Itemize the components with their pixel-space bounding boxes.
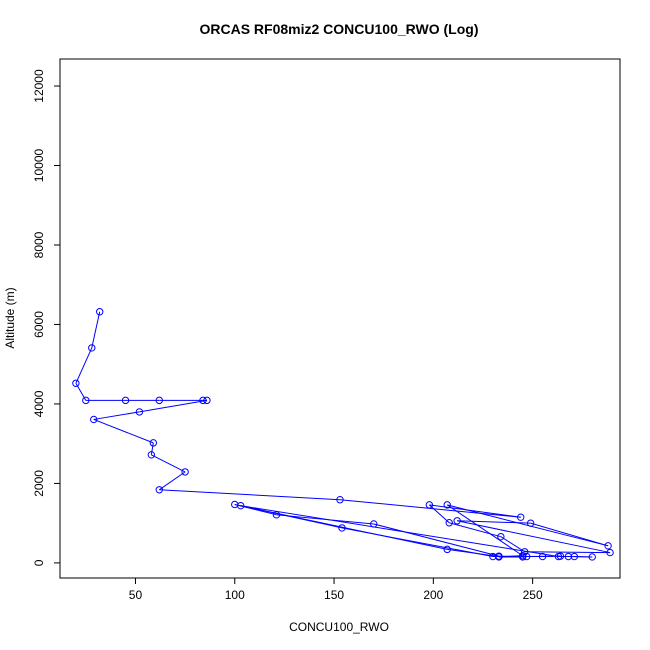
y-tick-label: 0 <box>32 559 46 566</box>
data-point <box>517 513 525 521</box>
data-point <box>181 468 189 476</box>
data-point <box>445 519 453 527</box>
data-point <box>237 501 245 510</box>
data-point <box>336 496 344 504</box>
series-line-segment <box>240 505 343 529</box>
series-line-segment <box>524 551 611 554</box>
data-point <box>518 553 527 561</box>
data-point <box>72 379 80 387</box>
data-point <box>538 552 547 561</box>
data-point <box>203 396 211 405</box>
series-line-segment <box>446 504 523 557</box>
y-tick-label: 4000 <box>32 390 46 417</box>
data-point <box>453 517 461 525</box>
data-point <box>526 519 535 527</box>
data-point <box>604 542 612 550</box>
series-line-segment <box>373 523 499 557</box>
x-tick-label: 150 <box>324 588 344 602</box>
data-point <box>554 552 563 561</box>
data-point <box>272 511 281 519</box>
data-point <box>520 548 529 556</box>
data-point <box>88 344 96 352</box>
y-axis: 0 2000 4000 6000 8000 10000 12000 <box>32 69 60 566</box>
data-point <box>147 451 156 459</box>
chart-title: ORCAS RF08miz2 CONCU100_RWO (Log) <box>199 21 478 37</box>
series-line-segment <box>457 520 611 554</box>
data-point <box>606 548 614 557</box>
series-line-segment <box>93 418 154 444</box>
data-point <box>443 545 451 554</box>
series-line-segment <box>150 442 154 455</box>
y-tick-label: 2000 <box>32 470 46 497</box>
series-line-segment <box>240 505 559 558</box>
x-axis-label: CONCU100_RWO <box>289 620 389 634</box>
series-line-segment <box>75 347 93 384</box>
series-line-segment <box>339 499 521 518</box>
series-line-segment <box>500 536 525 553</box>
data-point <box>90 415 98 424</box>
data-point <box>96 308 104 316</box>
series-line-segment <box>91 311 101 349</box>
series-line-segment <box>139 399 208 413</box>
y-tick-label: 12000 <box>32 69 46 103</box>
series-line-segment <box>93 411 140 420</box>
data-point <box>155 396 163 405</box>
plot-area-frame <box>59 58 621 579</box>
data-point <box>522 552 531 561</box>
series-line-segment <box>151 454 186 473</box>
y-tick-label: 6000 <box>32 311 46 338</box>
x-tick-label: 50 <box>129 588 143 602</box>
data-point <box>489 552 497 561</box>
data-point <box>564 552 573 561</box>
data-point <box>443 501 451 509</box>
data-point <box>338 524 346 532</box>
data-point <box>588 553 596 561</box>
x-tick-label: 200 <box>423 588 443 602</box>
data-point <box>121 396 130 405</box>
data-point <box>135 408 144 416</box>
x-axis: 50 100 150 200 250 <box>129 578 543 602</box>
data-point <box>155 486 163 494</box>
y-tick-label: 10000 <box>32 148 46 182</box>
series-line-segment <box>429 504 450 524</box>
y-tick-label: 8000 <box>32 231 46 258</box>
x-tick-label: 250 <box>523 588 543 602</box>
data-point <box>497 532 505 541</box>
x-tick-label: 100 <box>225 588 245 602</box>
series-line-segment <box>159 489 341 501</box>
series-line-segment <box>341 527 494 558</box>
y-axis-label: Altitude (m) <box>3 287 17 348</box>
data-point <box>82 396 90 405</box>
series-line-segment <box>159 471 186 491</box>
data-point <box>199 396 207 405</box>
series-layer <box>72 308 614 561</box>
series-line-segment <box>429 504 521 518</box>
data-point <box>149 439 158 447</box>
data-point <box>370 520 378 528</box>
series-line-segment <box>449 522 501 538</box>
data-point <box>425 501 434 509</box>
